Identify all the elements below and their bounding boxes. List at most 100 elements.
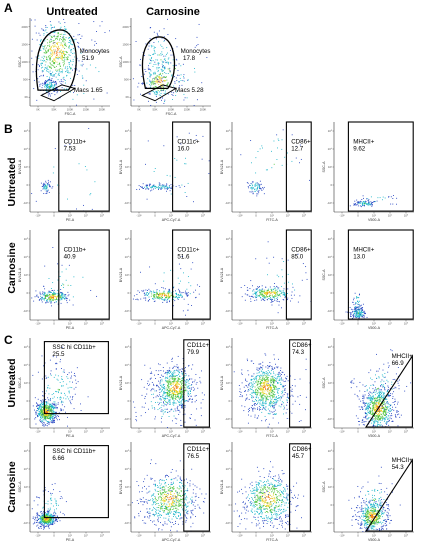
event-dot [176,382,178,384]
event-dot [257,381,259,383]
event-dot [164,388,166,389]
event-dot [50,84,52,86]
event-dot [356,312,358,314]
event-dot [36,39,38,41]
event-dot [151,84,153,86]
event-dot [254,296,256,298]
event-dot [166,188,168,190]
event-dot [60,302,62,304]
event-dot [47,421,49,422]
event-dot [279,295,281,297]
event-dot [167,68,169,70]
event-dot [150,85,152,87]
event-dot [187,309,189,311]
event-dot [377,197,379,199]
event-dot [174,375,176,377]
event-dot [244,378,246,380]
event-dot [182,310,184,312]
event-dot [170,387,172,389]
event-dot [172,380,174,382]
event-dot [45,188,47,190]
event-dot [53,289,55,291]
event-dot [276,376,278,378]
event-dot [149,55,151,56]
event-dot [101,21,103,23]
event-dot [159,185,161,186]
event-dot [163,28,165,30]
event-dot [249,386,251,388]
event-dot [50,416,52,418]
event-dot [275,295,277,297]
event-dot [141,187,143,188]
event-dot [180,382,182,384]
event-dot [55,293,57,295]
event-dot [154,283,156,285]
event-dot [254,404,256,406]
event-dot [186,390,188,392]
event-dot [149,81,151,82]
event-dot [57,63,59,65]
event-dot [266,399,268,401]
event-dots [136,132,210,203]
event-dot [45,61,47,63]
event-dot [258,388,260,390]
event-dot [276,285,277,287]
event-dot [45,88,47,90]
event-dot [276,292,277,294]
event-dot [290,390,292,392]
event-dot [41,355,43,357]
event-dot [251,388,253,390]
event-dot [347,311,348,313]
event-dot [273,399,275,401]
event-dot [55,405,57,407]
event-dot [40,59,42,61]
event-dot [252,409,253,411]
event-dot [267,408,269,410]
event-dot [95,43,97,44]
event-dot [241,396,243,398]
event-dot [146,292,147,294]
event-dot [257,394,258,396]
event-dot [273,140,275,142]
event-dot [158,41,159,43]
event-dot [249,191,251,193]
event-dot [48,40,50,42]
event-dot [292,286,294,288]
event-dot [184,406,186,408]
event-dot [60,80,62,82]
event-dot [141,394,143,396]
event-dot [278,397,280,399]
event-dot [265,401,267,403]
event-dot [355,312,357,314]
event-dot [66,70,68,72]
event-dot [36,410,38,412]
event-dot [49,73,51,75]
event-dot [61,400,63,402]
event-dot [62,381,64,383]
event-dot [55,368,57,370]
event-dot [52,296,54,298]
event-dot [270,373,272,375]
event-dot [278,388,280,389]
event-dot [274,295,276,297]
event-dot [274,367,276,369]
event-dot [64,39,66,41]
gate-name-label: Monocytes [80,48,110,55]
x-tick-label: 10⁴ [84,322,89,326]
event-dot [66,69,68,71]
event-dot [162,301,164,303]
event-dot [40,49,42,51]
event-dot [172,375,174,377]
event-dot [159,290,161,292]
event-dot [64,79,66,81]
event-dot [280,395,282,397]
event-dot [49,417,51,419]
gate-value-label: 13.0 [353,254,366,261]
event-dot [357,306,359,308]
event-dot [175,383,177,385]
event-dot [61,54,63,56]
event-dot [48,71,50,73]
event-dot [50,419,51,421]
event-dot [152,72,154,74]
event-dot [60,397,62,399]
